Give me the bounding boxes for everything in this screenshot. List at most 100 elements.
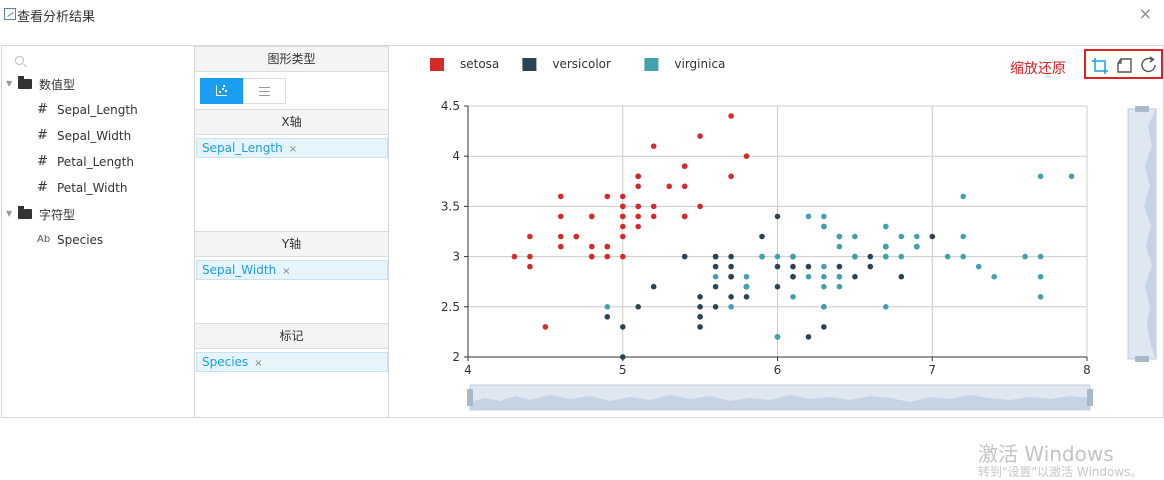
data-point-virginica[interactable] <box>836 283 843 290</box>
data-point-versicolor[interactable] <box>774 283 781 290</box>
data-point-setosa[interactable] <box>697 133 703 139</box>
data-point-versicolor[interactable] <box>774 213 781 220</box>
data-point-setosa[interactable] <box>620 213 626 220</box>
data-point-virginica[interactable] <box>1037 273 1044 280</box>
data-point-versicolor[interactable] <box>697 324 703 330</box>
data-point-virginica[interactable] <box>821 213 827 220</box>
data-point-virginica[interactable] <box>805 273 812 280</box>
data-point-versicolor[interactable] <box>790 273 796 280</box>
tree-group-string[interactable]: ▼ 字符型 <box>6 206 186 226</box>
data-point-setosa[interactable] <box>635 223 641 230</box>
data-point-virginica[interactable] <box>960 253 966 260</box>
data-point-versicolor[interactable] <box>650 283 657 290</box>
data-point-virginica[interactable] <box>743 283 750 290</box>
data-point-setosa[interactable] <box>650 213 657 220</box>
y-zoom-handle-bottom[interactable] <box>1135 356 1149 362</box>
data-point-setosa[interactable] <box>558 243 564 250</box>
data-point-setosa[interactable] <box>681 213 688 220</box>
legend-item-versicolor[interactable]: versicolor <box>522 57 611 71</box>
data-point-virginica[interactable] <box>914 243 920 250</box>
data-point-versicolor[interactable] <box>681 253 688 260</box>
data-point-setosa[interactable] <box>558 213 564 220</box>
data-point-virginica[interactable] <box>944 253 951 260</box>
field-item-petal-width[interactable]: # Petal_Width <box>37 180 187 200</box>
field-item-petal-length[interactable]: # Petal_Length <box>37 154 187 174</box>
data-point-setosa[interactable] <box>728 113 734 119</box>
data-point-virginica[interactable] <box>883 304 889 310</box>
data-point-versicolor[interactable] <box>774 263 781 270</box>
data-point-versicolor[interactable] <box>620 324 626 330</box>
data-point-setosa[interactable] <box>589 213 595 220</box>
data-point-virginica[interactable] <box>898 233 905 240</box>
data-point-versicolor[interactable] <box>635 304 641 310</box>
data-point-versicolor[interactable] <box>805 263 812 270</box>
data-point-setosa[interactable] <box>620 233 626 240</box>
data-point-virginica[interactable] <box>836 243 843 250</box>
data-point-versicolor[interactable] <box>697 294 703 300</box>
data-point-setosa[interactable] <box>697 203 703 210</box>
field-item-sepal-width[interactable]: # Sepal_Width <box>37 128 187 148</box>
data-point-virginica[interactable] <box>821 283 827 290</box>
data-point-setosa[interactable] <box>604 193 611 200</box>
data-point-virginica[interactable] <box>790 294 796 300</box>
data-point-versicolor[interactable] <box>728 273 734 280</box>
legend-item-virginica[interactable]: virginica <box>644 57 725 71</box>
data-point-virginica[interactable] <box>805 213 812 220</box>
data-point-virginica[interactable] <box>883 223 889 230</box>
close-icon[interactable]: × <box>1138 4 1152 23</box>
data-point-virginica[interactable] <box>836 233 843 240</box>
data-point-versicolor[interactable] <box>836 263 843 270</box>
data-point-versicolor[interactable] <box>712 304 719 310</box>
data-point-virginica[interactable] <box>914 233 920 240</box>
data-point-versicolor[interactable] <box>604 314 611 320</box>
data-point-virginica[interactable] <box>774 253 781 260</box>
data-point-virginica[interactable] <box>774 334 781 340</box>
data-point-setosa[interactable] <box>728 173 734 180</box>
data-point-setosa[interactable] <box>511 253 518 260</box>
data-point-virginica[interactable] <box>960 233 966 240</box>
data-point-versicolor[interactable] <box>852 273 858 280</box>
caret-down-icon[interactable]: ▼ <box>6 79 13 88</box>
data-point-virginica[interactable] <box>743 273 750 280</box>
caret-down-icon[interactable]: ▼ <box>6 209 13 218</box>
data-point-virginica[interactable] <box>1037 173 1044 180</box>
data-point-setosa[interactable] <box>635 173 641 180</box>
data-point-versicolor[interactable] <box>728 253 734 260</box>
data-point-setosa[interactable] <box>681 163 688 169</box>
data-point-virginica[interactable] <box>991 273 997 280</box>
data-point-virginica[interactable] <box>836 273 843 280</box>
data-point-virginica[interactable] <box>821 263 827 270</box>
data-point-versicolor[interactable] <box>929 233 936 240</box>
x-zoom-slider[interactable] <box>467 384 1093 411</box>
data-point-virginica[interactable] <box>898 253 905 260</box>
data-point-setosa[interactable] <box>589 243 595 250</box>
data-point-setosa[interactable] <box>604 253 611 260</box>
data-point-versicolor[interactable] <box>620 354 626 360</box>
tree-group-numeric[interactable]: ▼ 数值型 <box>6 76 186 96</box>
data-point-versicolor[interactable] <box>712 253 719 260</box>
data-point-virginica[interactable] <box>883 253 889 260</box>
data-point-versicolor[interactable] <box>712 263 719 270</box>
data-point-setosa[interactable] <box>558 193 564 200</box>
data-point-setosa[interactable] <box>589 253 595 260</box>
field-item-sepal-length[interactable]: # Sepal_Length <box>37 102 187 122</box>
legend-item-setosa[interactable]: setosa <box>430 57 499 71</box>
data-point-setosa[interactable] <box>620 253 626 260</box>
data-point-versicolor[interactable] <box>712 283 719 290</box>
data-point-versicolor[interactable] <box>867 263 874 270</box>
data-point-versicolor[interactable] <box>728 294 734 300</box>
zoom-reset-icon[interactable] <box>1114 55 1136 75</box>
data-point-setosa[interactable] <box>542 324 549 330</box>
data-point-setosa[interactable] <box>635 203 641 210</box>
data-point-virginica[interactable] <box>759 253 765 260</box>
data-point-virginica[interactable] <box>821 273 827 280</box>
data-point-versicolor[interactable] <box>805 334 812 340</box>
data-point-setosa[interactable] <box>620 203 626 210</box>
data-point-virginica[interactable] <box>1037 253 1044 260</box>
data-point-setosa[interactable] <box>558 233 564 240</box>
data-point-virginica[interactable] <box>790 253 796 260</box>
data-point-setosa[interactable] <box>635 183 641 190</box>
data-point-setosa[interactable] <box>620 193 626 200</box>
data-point-virginica[interactable] <box>1037 294 1044 300</box>
data-point-setosa[interactable] <box>527 263 533 270</box>
